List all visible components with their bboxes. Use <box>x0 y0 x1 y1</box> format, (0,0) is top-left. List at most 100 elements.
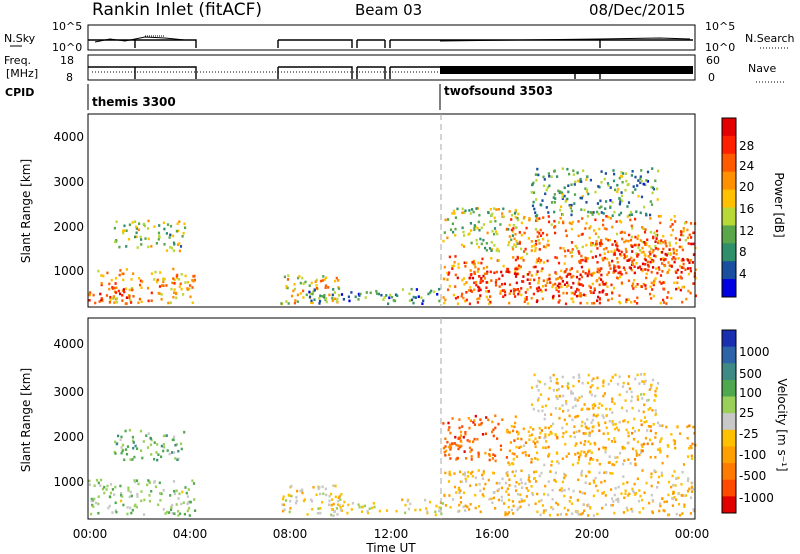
range-time-cell <box>496 247 499 251</box>
range-time-cell <box>130 278 133 281</box>
range-time-cell <box>472 210 475 214</box>
power-colorbar <box>721 117 737 298</box>
range-time-cell <box>308 290 311 294</box>
range-time-cell <box>632 185 635 188</box>
range-time-cell <box>120 435 123 439</box>
range-time-cell <box>175 292 178 296</box>
range-time-cell <box>625 390 628 394</box>
range-time-cell <box>589 289 592 293</box>
range-time-cell <box>592 479 595 483</box>
range-time-cell <box>655 229 659 233</box>
range-time-cell <box>613 264 616 268</box>
range-time-cell <box>637 194 640 198</box>
range-time-cell <box>654 432 657 435</box>
range-time-cell <box>616 183 619 187</box>
range-time-cell <box>632 258 636 262</box>
range-time-cell <box>654 277 657 280</box>
range-time-cell <box>159 492 162 495</box>
range-time-cell <box>594 443 597 446</box>
range-time-cell <box>501 477 504 481</box>
range-time-cell <box>536 451 539 455</box>
range-time-cell <box>125 448 128 451</box>
range-time-cell <box>578 277 581 281</box>
range-time-cell <box>523 297 527 300</box>
range-time-cell <box>502 264 505 268</box>
range-time-cell <box>614 269 617 273</box>
range-time-cell <box>547 426 550 430</box>
range-time-cell <box>514 258 517 262</box>
range-time-cell <box>658 447 661 450</box>
range-time-cell <box>474 476 477 479</box>
range-time-cell <box>539 393 543 396</box>
range-time-cell <box>680 493 683 497</box>
range-time-cell <box>482 238 485 242</box>
range-time-cell <box>365 291 368 294</box>
range-time-cell <box>591 404 594 407</box>
range-time-cell <box>547 480 550 483</box>
range-time-cell <box>650 386 653 390</box>
range-time-cell <box>659 439 662 442</box>
range-time-cell <box>556 388 559 392</box>
range-time-cell <box>661 497 664 501</box>
range-time-cell <box>548 273 551 277</box>
range-time-cell <box>669 252 672 255</box>
range-time-cell <box>452 230 455 234</box>
range-time-cell <box>171 281 174 285</box>
range-time-cell <box>342 298 345 301</box>
range-time-cell <box>525 226 528 230</box>
range-time-cell <box>611 214 614 217</box>
range-time-cell <box>507 243 510 247</box>
range-time-cell <box>570 213 573 217</box>
range-time-cell <box>474 493 477 497</box>
range-time-cell <box>527 273 530 276</box>
range-time-cell <box>645 179 648 182</box>
range-time-cell <box>627 201 631 204</box>
range-time-cell <box>650 484 653 488</box>
range-time-cell <box>603 392 606 395</box>
range-time-cell <box>511 462 514 465</box>
velocity-ytick-4000: 4000 <box>53 337 84 351</box>
range-time-cell <box>293 287 296 291</box>
range-time-cell <box>630 507 633 511</box>
range-time-cell <box>614 265 617 269</box>
range-time-cell <box>536 458 539 461</box>
range-time-cell <box>651 250 654 254</box>
velocity-frame <box>87 317 696 520</box>
range-time-cell <box>577 282 580 286</box>
range-time-cell <box>494 230 498 233</box>
range-time-cell <box>663 258 666 262</box>
range-time-cell <box>517 218 520 222</box>
range-time-cell <box>160 455 163 459</box>
range-time-cell <box>488 302 491 306</box>
range-time-cell <box>132 439 135 443</box>
range-time-cell <box>547 493 550 497</box>
range-time-cell <box>672 249 675 253</box>
range-time-cell <box>556 397 559 400</box>
range-time-cell <box>565 198 568 202</box>
range-time-cell <box>570 227 573 231</box>
range-time-cell <box>656 448 660 451</box>
range-time-cell <box>158 292 161 295</box>
range-time-cell <box>160 298 163 301</box>
range-time-cell <box>659 502 662 506</box>
range-time-cell <box>651 186 655 189</box>
range-time-cell <box>652 266 655 269</box>
range-time-cell <box>467 417 470 420</box>
range-time-cell <box>639 211 642 215</box>
range-time-cell <box>545 233 549 237</box>
range-time-cell <box>158 224 161 227</box>
range-time-cell <box>554 286 558 290</box>
range-time-cell <box>536 214 539 217</box>
range-time-cell <box>581 195 584 198</box>
range-time-cell <box>625 179 628 183</box>
power-cbar-tick-16: 16 <box>739 202 754 216</box>
range-time-cell <box>616 257 619 260</box>
range-time-cell <box>449 443 452 447</box>
range-time-cell <box>618 393 621 397</box>
range-time-cell <box>643 416 646 419</box>
range-time-cell <box>666 270 670 274</box>
range-time-cell <box>133 455 136 459</box>
range-time-cell <box>676 268 679 272</box>
xlabel: Time UT <box>365 541 416 554</box>
